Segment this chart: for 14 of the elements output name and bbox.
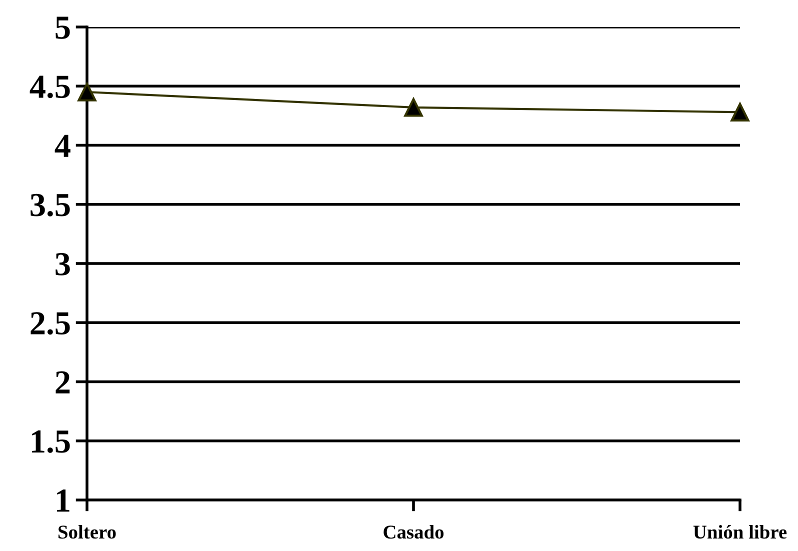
y-tick-label: 1 — [57, 490, 70, 512]
point — [404, 98, 423, 117]
y-tick-label: 4.5 — [30, 76, 70, 98]
y-tick-label: 4 — [54, 134, 70, 157]
y-tick-label: 2.5 — [30, 312, 70, 335]
x-tick-label: Soltero — [58, 525, 116, 539]
point — [730, 102, 750, 122]
x-tick-label: Unión libre — [693, 524, 787, 539]
x-tick-label: Casado — [384, 525, 444, 539]
y-tick-label: 1.5 — [32, 430, 70, 453]
y-tick-label: 2 — [56, 371, 70, 394]
y-tick-label: 5 — [56, 16, 70, 39]
y-tick-label: 3.5 — [30, 194, 70, 216]
y-tick-label: 3 — [56, 252, 70, 276]
